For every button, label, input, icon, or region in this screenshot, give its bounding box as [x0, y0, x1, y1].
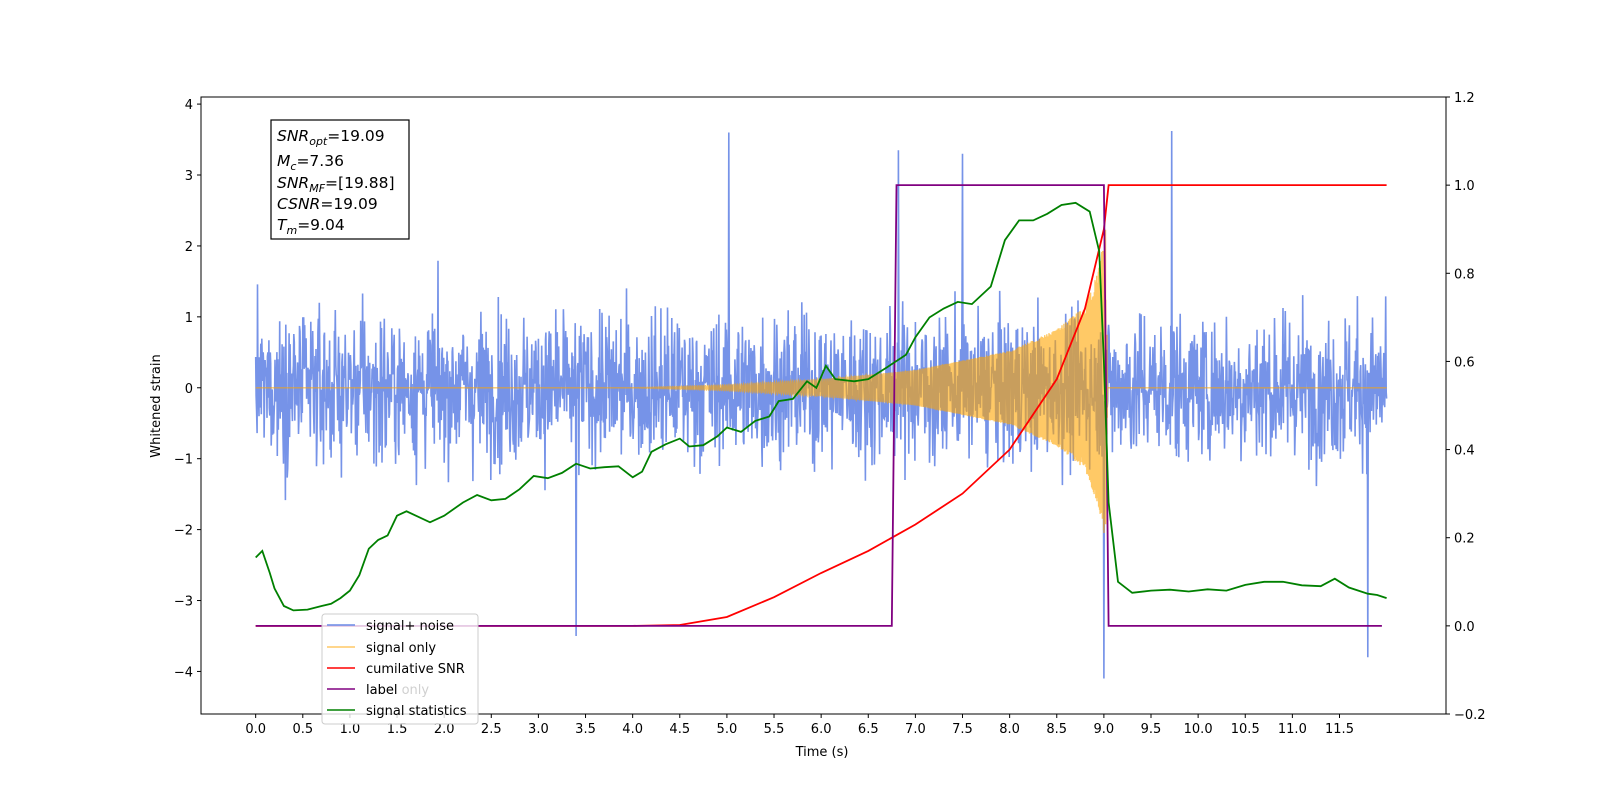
x-tick-label: 11.5 — [1325, 722, 1354, 737]
info-csnr-symbol: CSNR — [277, 195, 320, 213]
legend-label-label: label — [366, 683, 397, 698]
y-left-tick-label: −3 — [174, 595, 193, 610]
y-right-tick-label: 0.2 — [1454, 532, 1475, 547]
y-right-tick-label: −0.2 — [1454, 708, 1486, 723]
info-snr-opt-symbol: SNR — [277, 127, 309, 145]
x-tick-label: 7.5 — [952, 722, 973, 737]
legend: label only signal+ noise signal only cum… — [321, 613, 479, 725]
y-left-tick-label: 4 — [185, 98, 193, 113]
x-tick-label: 2.5 — [481, 722, 502, 737]
legend-label-signal-noise: signal+ noise — [366, 619, 454, 634]
info-tm-value: =9.04 — [297, 216, 345, 234]
y-right-tick-label: 0.8 — [1454, 267, 1475, 282]
axes — [200, 96, 1447, 715]
y-right-tick-label: 1.2 — [1454, 91, 1475, 106]
info-mc-value: =7.36 — [296, 152, 344, 170]
plot-area — [254, 130, 1388, 679]
y-right-tick-label: 1.0 — [1454, 179, 1475, 194]
y-left-axis-ticks: −4 −3 −2 −1 0 1 2 3 4 — [174, 98, 201, 680]
info-csnr-value: =19.09 — [320, 195, 377, 213]
info-csnr: CSNR=19.09 — [277, 195, 378, 213]
y-right-tick-label: 0.6 — [1454, 355, 1475, 370]
x-tick-label: 8.5 — [1046, 722, 1067, 737]
series-cumulative-snr-line — [255, 184, 1387, 627]
info-mc-subscript: c — [290, 160, 296, 173]
x-tick-label: 5.5 — [764, 722, 785, 737]
info-box: SNRopt=19.09 Mc=7.36 SNRMF=[19.88] CSNR=… — [270, 119, 410, 240]
legend-label-signal-only: signal only — [366, 641, 436, 656]
x-tick-label: 4.5 — [669, 722, 690, 737]
x-tick-label: 2.0 — [434, 722, 455, 737]
axes-frame — [200, 96, 1447, 715]
x-tick-label: 8.0 — [999, 722, 1020, 737]
y-left-tick-label: 3 — [185, 169, 193, 184]
x-tick-label: 7.0 — [905, 722, 926, 737]
info-tm-subscript: m — [286, 224, 297, 237]
legend-label-signal-statistics: signal statistics — [366, 704, 467, 719]
series-signal-statistics-line — [255, 201, 1387, 612]
series-label-line — [255, 184, 1382, 627]
y-right-tick-label: 0.0 — [1454, 620, 1475, 635]
y-left-tick-label: 2 — [185, 240, 193, 255]
info-snr-mf-symbol: SNR — [277, 174, 309, 192]
series-signal-only-line — [255, 229, 1387, 534]
info-box-frame — [270, 119, 410, 240]
info-mc-symbol: M — [277, 152, 290, 170]
y-left-tick-label: −2 — [174, 524, 193, 539]
x-tick-label: 3.5 — [575, 722, 596, 737]
y-left-tick-label: −4 — [174, 665, 193, 680]
x-tick-label: 3.0 — [528, 722, 549, 737]
y-left-tick-label: −1 — [174, 453, 193, 468]
x-axis-ticks: 0.0 0.5 1.0 1.5 2.0 2.5 3.0 3.5 4.0 4.5 5.0 5.5 6.0 6… — [245, 714, 1354, 737]
y-right-tick-label: 0.4 — [1454, 444, 1475, 459]
y-left-tick-label: 1 — [185, 311, 193, 326]
x-tick-label: 10.5 — [1231, 722, 1260, 737]
y-left-tick-label: 0 — [185, 382, 193, 397]
legend-label-cumulative-snr: cumilative SNR — [366, 662, 465, 677]
x-tick-label: 9.0 — [1094, 722, 1115, 737]
series-signal-noise-line — [254, 130, 1388, 679]
legend-frame — [321, 613, 479, 725]
x-axis-label: Time (s) — [795, 745, 849, 760]
x-tick-label: 11.0 — [1278, 722, 1307, 737]
info-tm-symbol: T — [277, 216, 288, 234]
x-tick-label: 6.5 — [858, 722, 879, 737]
info-snr-opt-subscript: opt — [309, 135, 328, 148]
info-mc: Mc=7.36 — [277, 152, 344, 173]
info-snr-mf: SNRMF=[19.88] — [277, 174, 395, 195]
info-snr-mf-value: =[19.88] — [325, 174, 394, 192]
legend-hidden-entry: label only — [366, 683, 429, 698]
x-tick-label: 4.0 — [622, 722, 643, 737]
x-tick-label: 1.5 — [387, 722, 408, 737]
y-axis-label: Whitened strain — [149, 354, 164, 457]
x-tick-label: 0.0 — [245, 722, 266, 737]
x-tick-label: 0.5 — [292, 722, 313, 737]
info-tm: Tm=9.04 — [277, 216, 345, 237]
x-tick-label: 6.0 — [811, 722, 832, 737]
info-snr-opt-value: =19.09 — [327, 127, 384, 145]
info-snr-mf-subscript: MF — [309, 182, 325, 195]
y-right-axis-ticks: −0.2 0.0 0.2 0.4 0.6 0.8 1.0 1.2 — [1446, 91, 1486, 723]
x-tick-label: 5.0 — [717, 722, 738, 737]
x-tick-label: 1.0 — [340, 722, 361, 737]
x-tick-label: 10.0 — [1184, 722, 1213, 737]
x-tick-label: 9.5 — [1141, 722, 1162, 737]
info-snr-opt: SNRopt=19.09 — [277, 127, 385, 148]
